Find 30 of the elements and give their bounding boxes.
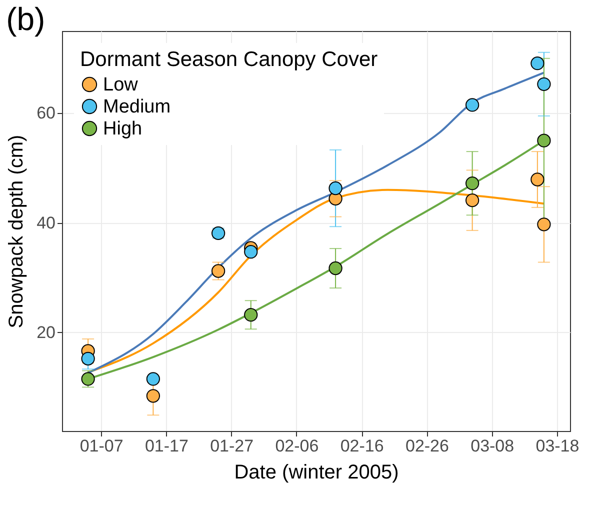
x-tick-label: 03-18 — [536, 436, 580, 456]
point — [530, 172, 544, 186]
x-tick-label: 02-26 — [405, 436, 449, 456]
point — [146, 372, 160, 386]
y-tick-label: 40 — [36, 213, 56, 232]
point — [537, 218, 551, 232]
y-axis-title: Snowpack depth (cm) — [6, 134, 28, 328]
x-axis-title: Date (winter 2005) — [234, 462, 399, 484]
legend-label: Low — [103, 74, 138, 96]
x-tick-label: 01-17 — [144, 436, 188, 456]
legend-label: High — [103, 118, 142, 140]
chart-title: (b) — [6, 1, 46, 37]
x-tick-label: 01-07 — [80, 436, 124, 456]
x-tick-label: 02-16 — [340, 436, 384, 456]
x-tick-label: 03-08 — [470, 436, 514, 456]
point — [465, 194, 480, 208]
point — [537, 77, 551, 91]
x-tick-label: 01-27 — [210, 436, 254, 456]
legend-title: Dormant Season Canopy Cover — [80, 48, 378, 71]
y-tick-label: 20 — [36, 322, 56, 342]
point — [465, 176, 480, 190]
y-tick-label: 60 — [36, 104, 56, 123]
x-tick-label: 02-06 — [275, 436, 319, 456]
point — [81, 352, 95, 366]
point — [211, 264, 226, 278]
point — [146, 389, 160, 403]
point — [530, 56, 544, 70]
point — [537, 134, 551, 148]
point — [465, 98, 480, 112]
legend-label: Medium — [103, 96, 171, 118]
